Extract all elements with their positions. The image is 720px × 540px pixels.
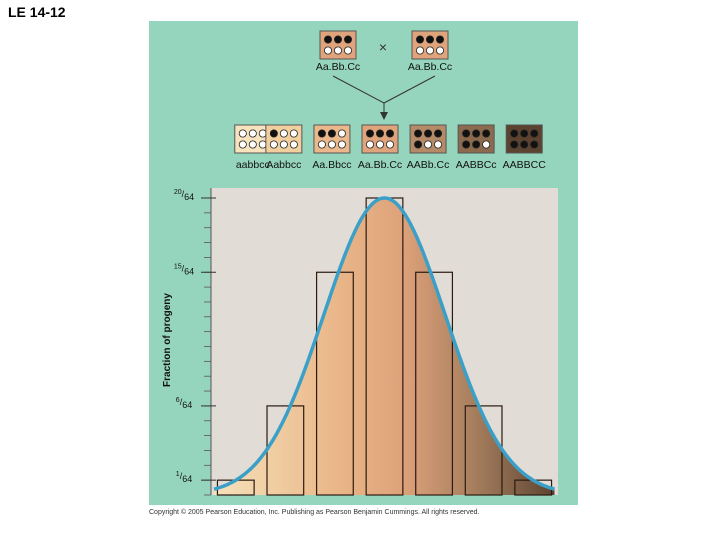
dark-allele-dot — [269, 129, 278, 138]
parent-genotype-label: Aa.Bb.Cc — [408, 61, 452, 73]
light-allele-dot — [425, 46, 434, 55]
light-allele-dot — [424, 140, 433, 149]
y-ticks — [201, 197, 216, 496]
light-allele-dot — [385, 140, 394, 149]
cross-arrow — [332, 75, 436, 120]
light-allele-dot — [434, 140, 443, 149]
light-allele-dot — [258, 140, 267, 149]
dark-allele-dot — [462, 129, 471, 138]
dark-allele-dot — [435, 35, 444, 44]
light-allele-dot — [337, 140, 346, 149]
light-allele-dot — [289, 140, 298, 149]
slide-title: LE 14-12 — [8, 4, 66, 20]
light-allele-dot — [238, 129, 247, 138]
bar — [315, 271, 354, 496]
offspring-chip — [409, 124, 447, 154]
light-allele-dot — [258, 129, 267, 138]
plot-area — [211, 188, 558, 496]
offspring-chip — [234, 124, 272, 154]
light-allele-dot — [238, 140, 247, 149]
offspring-chip — [361, 124, 399, 154]
light-allele-dot — [375, 140, 384, 149]
parent-chip — [411, 30, 449, 60]
dark-allele-dot — [472, 140, 481, 149]
light-allele-dot — [248, 129, 257, 138]
light-allele-dot — [337, 129, 346, 138]
dark-allele-dot — [327, 129, 336, 138]
offspring-chip — [265, 124, 303, 154]
light-allele-dot — [248, 140, 257, 149]
category-label: AABBCc — [456, 159, 497, 171]
dark-allele-dot — [520, 140, 529, 149]
category-label: Aa.Bb.Cc — [358, 159, 402, 171]
light-allele-dot — [482, 140, 491, 149]
dark-allele-dot — [462, 140, 471, 149]
parent-chip — [319, 30, 357, 60]
light-allele-dot — [317, 140, 326, 149]
category-label: Aabbcc — [266, 159, 301, 171]
y-tick-label: 20/64 — [174, 189, 194, 202]
dark-allele-dot — [323, 35, 332, 44]
dark-allele-dot — [472, 129, 481, 138]
dark-allele-dot — [530, 129, 539, 138]
dark-allele-dot — [414, 129, 423, 138]
category-label: AABBCC — [503, 159, 547, 171]
light-allele-dot — [289, 129, 298, 138]
category-label: Aa.Bbcc — [312, 159, 351, 171]
category-label: aabbcc — [236, 159, 270, 171]
offspring-chip — [505, 124, 543, 154]
light-allele-dot — [279, 140, 288, 149]
light-allele-dot — [323, 46, 332, 55]
dark-allele-dot — [482, 129, 491, 138]
light-allele-dot — [269, 140, 278, 149]
light-allele-dot — [415, 46, 424, 55]
y-tick-label: 1/64 — [176, 471, 192, 484]
offspring-chip — [457, 124, 495, 154]
light-allele-dot — [333, 46, 342, 55]
dark-allele-dot — [424, 129, 433, 138]
y-tick-label: 15/64 — [174, 263, 194, 276]
light-allele-dot — [327, 140, 336, 149]
light-allele-dot — [279, 129, 288, 138]
dark-allele-dot — [343, 35, 352, 44]
parent-genotype-label: Aa.Bb.Cc — [316, 61, 360, 73]
bar — [415, 271, 454, 496]
light-allele-dot — [435, 46, 444, 55]
light-allele-dot — [365, 140, 374, 149]
dark-allele-dot — [385, 129, 394, 138]
dark-allele-dot — [510, 140, 519, 149]
y-axis-label: Fraction of progeny — [162, 293, 173, 387]
y-tick-label: 6/64 — [176, 397, 192, 410]
cross-symbol: × — [379, 39, 387, 55]
dark-allele-dot — [414, 140, 423, 149]
offspring-chip — [313, 124, 351, 154]
dark-allele-dot — [530, 140, 539, 149]
copyright-notice: Copyright © 2005 Pearson Education, Inc.… — [149, 509, 480, 516]
distribution-curve — [213, 196, 555, 491]
dark-allele-dot — [510, 129, 519, 138]
dark-allele-dot — [434, 129, 443, 138]
dark-allele-dot — [425, 35, 434, 44]
light-allele-dot — [343, 46, 352, 55]
parents-group: Aa.Bb.Cc Aa.Bb.Cc — [316, 30, 452, 73]
dark-allele-dot — [375, 129, 384, 138]
dark-allele-dot — [333, 35, 342, 44]
category-label: AABb.Cc — [407, 159, 450, 171]
y-tick-labels: 1/64 6/64 15/64 20/64 — [174, 189, 194, 484]
dark-allele-dot — [317, 129, 326, 138]
dark-allele-dot — [365, 129, 374, 138]
dark-allele-dot — [520, 129, 529, 138]
dark-allele-dot — [415, 35, 424, 44]
